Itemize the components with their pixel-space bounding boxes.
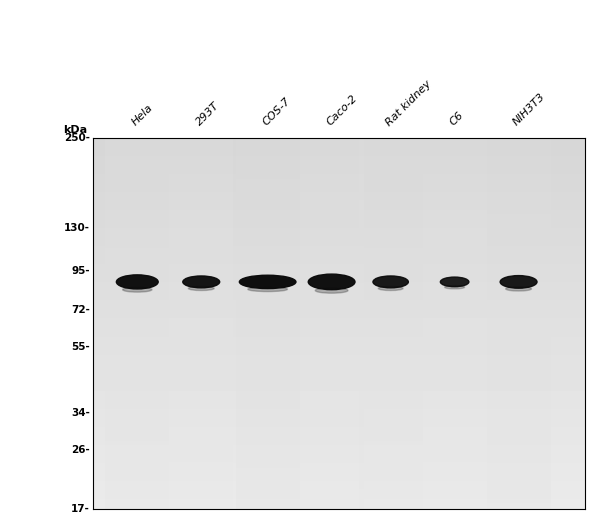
Ellipse shape — [239, 275, 296, 288]
Text: NIH3T3: NIH3T3 — [512, 92, 548, 128]
Ellipse shape — [440, 277, 469, 287]
Ellipse shape — [188, 286, 214, 290]
Text: 34-: 34- — [71, 408, 90, 418]
Text: COS-7: COS-7 — [260, 96, 292, 128]
Text: Hela: Hela — [130, 103, 155, 128]
Text: 55-: 55- — [71, 342, 90, 352]
Text: 250-: 250- — [64, 133, 90, 143]
Text: kDa: kDa — [63, 125, 87, 135]
Ellipse shape — [378, 286, 403, 290]
Text: 293T: 293T — [194, 101, 221, 128]
Text: 17-: 17- — [71, 504, 90, 514]
Ellipse shape — [183, 276, 220, 288]
Text: 72-: 72- — [71, 305, 90, 315]
Text: Rat kidney: Rat kidney — [383, 78, 433, 128]
Ellipse shape — [373, 276, 409, 288]
Text: 26-: 26- — [71, 445, 90, 455]
Text: 95-: 95- — [71, 267, 90, 276]
Ellipse shape — [308, 274, 355, 290]
Ellipse shape — [248, 287, 287, 292]
Ellipse shape — [315, 288, 348, 293]
Ellipse shape — [122, 287, 152, 292]
Ellipse shape — [445, 286, 464, 289]
Text: Caco-2: Caco-2 — [325, 93, 359, 128]
Text: 130-: 130- — [64, 223, 90, 233]
Ellipse shape — [506, 287, 532, 291]
Ellipse shape — [500, 276, 537, 288]
Ellipse shape — [116, 275, 158, 289]
Text: C6: C6 — [448, 110, 465, 128]
